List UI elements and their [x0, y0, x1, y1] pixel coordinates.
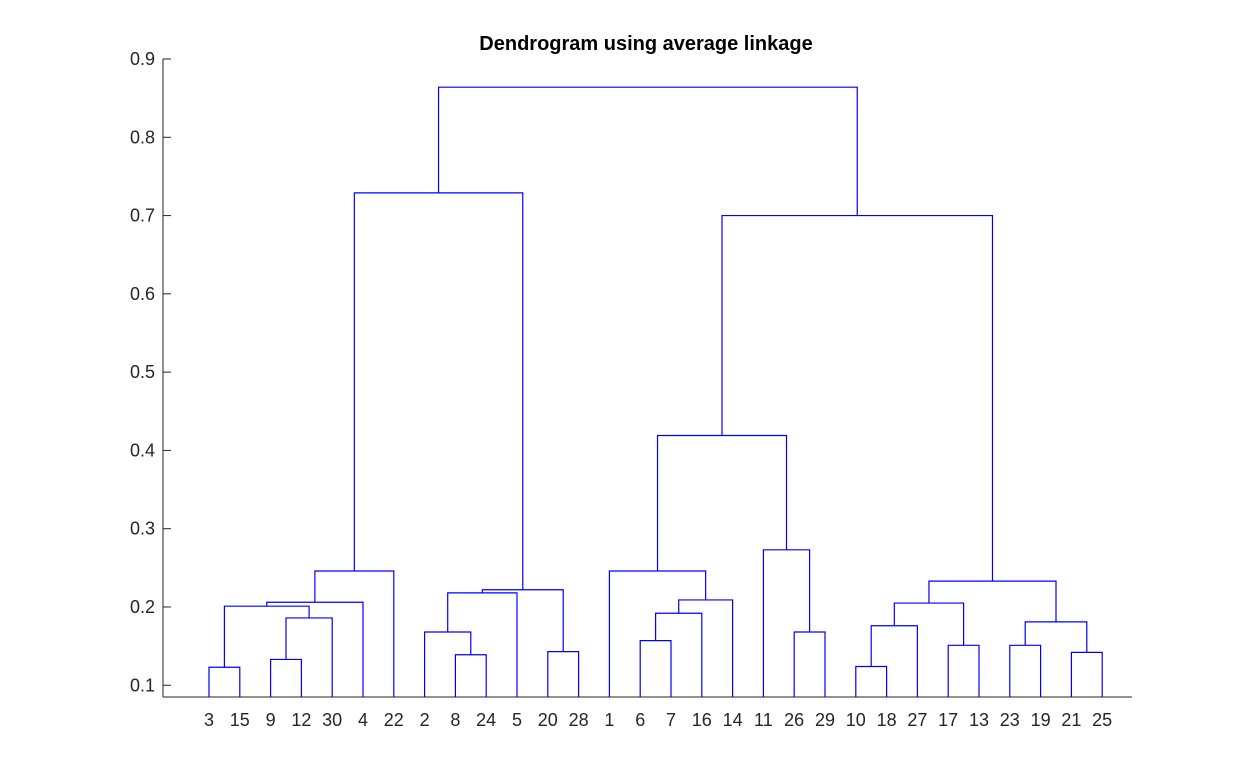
y-ticks: 0.1 0.2 0.3 0.4 0.5 0.6 0.7 0.8 0.9	[130, 49, 171, 695]
dendrogram-link	[314, 570, 395, 697]
leaf-label: 25	[1092, 710, 1112, 730]
dendrogram-links	[208, 86, 1103, 697]
dendrogram-link	[285, 617, 333, 697]
dendrogram-link	[1009, 644, 1042, 697]
y-tick-label: 0.7	[130, 206, 155, 226]
leaf-label: 16	[692, 710, 712, 730]
leaf-label: 6	[635, 710, 645, 730]
dendrogram-link	[353, 192, 524, 590]
y-tick-label: 0.2	[130, 597, 155, 617]
leaf-label: 9	[266, 710, 276, 730]
leaf-label: 19	[1031, 710, 1051, 730]
dendrogram-link	[947, 644, 980, 697]
dendrogram-link	[1070, 651, 1103, 697]
y-tick-label: 0.3	[130, 519, 155, 539]
leaf-label: 18	[877, 710, 897, 730]
leaf-label: 30	[322, 710, 342, 730]
y-tick-label: 0.9	[130, 49, 155, 69]
dendrogram-link	[656, 434, 788, 571]
leaf-label: 22	[384, 710, 404, 730]
axes	[162, 59, 1132, 698]
leaf-label: 2	[420, 710, 430, 730]
y-tick-label: 0.1	[130, 675, 155, 695]
leaf-label: 21	[1061, 710, 1081, 730]
y-tick-label: 0.5	[130, 362, 155, 382]
dendrogram-link	[481, 589, 564, 652]
leaf-label: 1	[604, 710, 614, 730]
leaf-label: 29	[815, 710, 835, 730]
dendrogram-link	[270, 658, 302, 697]
leaf-label: 8	[450, 710, 460, 730]
leaf-label: 24	[476, 710, 496, 730]
leaf-label: 28	[569, 710, 589, 730]
leaf-label: 5	[512, 710, 522, 730]
leaf-label: 17	[938, 710, 958, 730]
dendrogram-link	[454, 654, 487, 697]
dendrogram-link	[639, 640, 672, 697]
dendrogram-link	[208, 666, 241, 697]
dendrogram-link	[793, 631, 826, 697]
dendrogram-link	[424, 631, 472, 697]
dendrogram-link	[870, 625, 918, 697]
x-tick-labels: 3 15 9 12 30 4 22 2 8 24 5 20 28 1 6 7 16 14 11 26 29 10 18 27 1…	[204, 710, 1112, 730]
leaf-label: 4	[358, 710, 368, 730]
dendrogram-link	[762, 549, 811, 697]
leaf-label: 20	[538, 710, 558, 730]
leaf-label: 26	[784, 710, 804, 730]
dendrogram-link	[547, 650, 580, 697]
leaf-label: 13	[969, 710, 989, 730]
leaf-label: 27	[907, 710, 927, 730]
dendrogram-link	[678, 599, 734, 697]
y-tick-label: 0.8	[130, 127, 155, 147]
dendrogram-link	[655, 612, 703, 697]
dendrogram-link	[928, 580, 1057, 622]
leaf-label: 23	[1000, 710, 1020, 730]
leaf-label: 11	[754, 710, 773, 730]
dendrogram-link	[721, 214, 994, 582]
chart-title: Dendrogram using average linkage	[479, 33, 812, 55]
leaf-label: 10	[846, 710, 866, 730]
leaf-label: 12	[291, 710, 311, 730]
dendrogram-link	[855, 665, 888, 697]
leaf-label: 15	[230, 710, 250, 730]
dendrogram-link	[447, 592, 518, 697]
leaf-label: 14	[723, 710, 743, 730]
dendrogram-link	[437, 86, 858, 216]
dendrogram-link	[1024, 621, 1088, 653]
dendrogram-link	[608, 570, 707, 697]
leaf-label: 7	[666, 710, 676, 730]
dendrogram-link	[223, 605, 310, 668]
leaf-label: 3	[204, 710, 214, 730]
y-tick-label: 0.4	[130, 440, 155, 460]
dendrogram-link	[893, 602, 965, 646]
dendrogram-link	[266, 601, 364, 697]
y-tick-label: 0.6	[130, 284, 155, 304]
